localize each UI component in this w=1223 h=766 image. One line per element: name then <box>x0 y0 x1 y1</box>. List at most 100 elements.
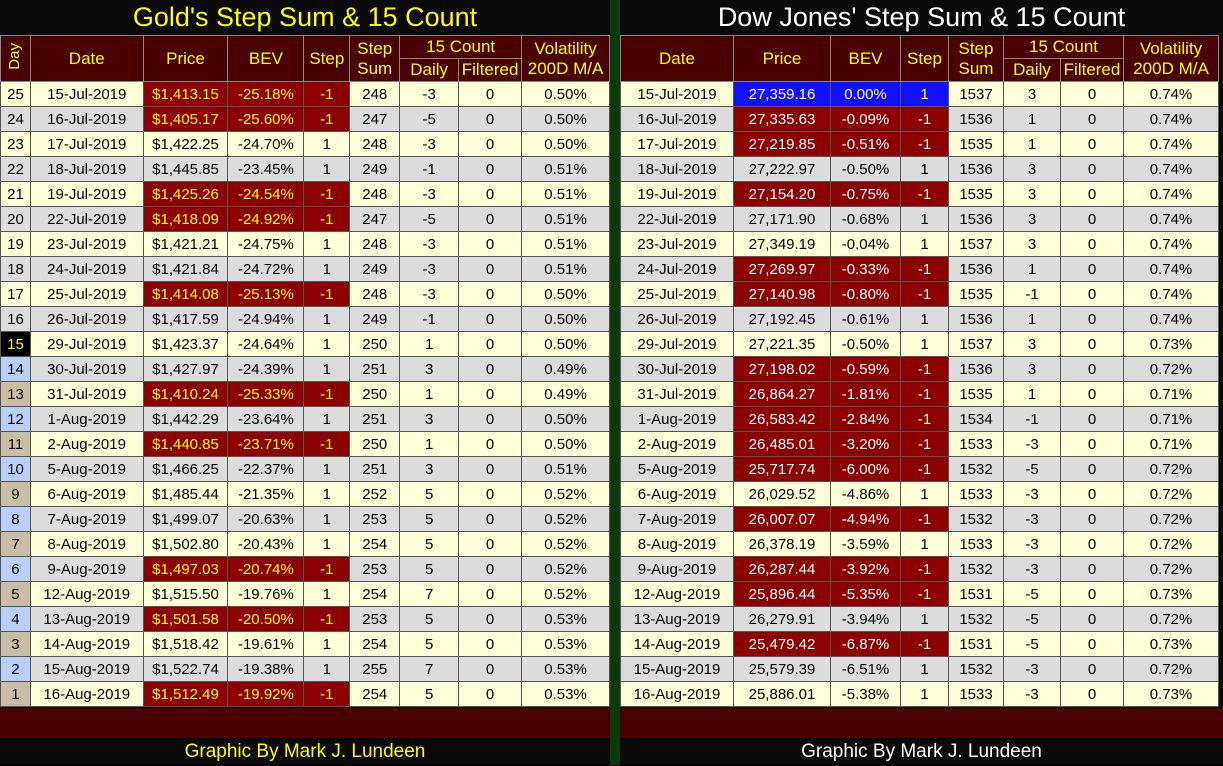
cell-step: -1 <box>900 381 949 407</box>
cell-filtered: 0 <box>1060 481 1124 507</box>
cell-step: 1 <box>900 156 949 182</box>
cell-step-sum: 251 <box>349 356 401 382</box>
cell-price: 25,717.74 <box>733 456 831 482</box>
cell-step-sum: 248 <box>349 231 401 257</box>
cell-step: 1 <box>303 331 351 357</box>
cell-step-sum: 1535 <box>948 381 1004 407</box>
cell-filtered: 0 <box>458 156 523 182</box>
cell-volatility: 0.74% <box>1123 206 1219 232</box>
cell-step-sum: 1537 <box>948 331 1004 357</box>
cell-date: 12-Aug-2019 <box>29 581 144 607</box>
cell-step: -1 <box>900 456 949 482</box>
cell-bev: -0.33% <box>830 256 901 282</box>
cell-volatility: 0.50% <box>521 306 610 332</box>
cell-day: 15 <box>0 331 31 357</box>
cell-daily: -5 <box>1003 581 1061 607</box>
cell-filtered: 0 <box>1060 181 1124 207</box>
cell-daily: -3 <box>1003 656 1061 682</box>
cell-volatility: 0.74% <box>1123 231 1219 257</box>
table-row: 7-Aug-2019 26,007.07 -4.94% -1 1532 -3 0 0.72% <box>620 506 1219 532</box>
cell-date: 15-Aug-2019 <box>620 656 734 682</box>
cell-date: 22-Jul-2019 <box>29 206 144 232</box>
cell-filtered: 0 <box>458 106 523 132</box>
cell-price: 27,192.45 <box>733 306 831 332</box>
cell-filtered: 0 <box>458 656 523 682</box>
table-row: 21 19-Jul-2019 $1,425.26 -24.54% -1 248 -3 0 0.5… <box>0 181 610 207</box>
table-row: 11 2-Aug-2019 $1,440.85 -23.71% -1 250 1 0 0.50% <box>0 431 610 457</box>
cell-step: 1 <box>900 231 949 257</box>
cell-step-sum: 1536 <box>948 156 1004 182</box>
table-row: 3 14-Aug-2019 $1,518.42 -19.61% 1 254 5 0 0.53% <box>0 631 610 657</box>
cell-price: $1,445.85 <box>142 156 229 182</box>
cell-filtered: 0 <box>1060 156 1124 182</box>
cell-step: 1 <box>303 631 351 657</box>
cell-date: 15-Jul-2019 <box>620 81 734 107</box>
cell-price: 25,479.42 <box>733 631 831 657</box>
cell-daily: -3 <box>1003 531 1061 557</box>
cell-step-sum: 1531 <box>948 581 1004 607</box>
cell-volatility: 0.50% <box>521 431 610 457</box>
cell-price: 26,007.07 <box>733 506 831 532</box>
cell-date: 23-Jul-2019 <box>29 231 144 257</box>
cell-step: -1 <box>900 506 949 532</box>
cell-date: 23-Jul-2019 <box>620 231 734 257</box>
cell-volatility: 0.71% <box>1123 431 1219 457</box>
cell-daily: -1 <box>399 306 460 332</box>
table-row: 15-Jul-2019 27,359.16 0.00% 1 1537 3 0 0.74% <box>620 81 1219 107</box>
cell-filtered: 0 <box>458 431 523 457</box>
cell-volatility: 0.50% <box>521 106 610 132</box>
cell-step-sum: 1532 <box>948 456 1004 482</box>
cell-volatility: 0.50% <box>521 81 610 107</box>
cell-volatility: 0.72% <box>1123 606 1219 632</box>
cell-filtered: 0 <box>458 506 523 532</box>
table-row: 13 31-Jul-2019 $1,410.24 -25.33% -1 250 1 0 0.49… <box>0 381 610 407</box>
cell-date: 2-Aug-2019 <box>620 431 734 457</box>
gold-title: Gold's Step Sum & 15 Count <box>132 2 478 32</box>
cell-step: -1 <box>900 356 949 382</box>
cell-bev: -24.64% <box>227 331 305 357</box>
cell-step: 1 <box>900 481 949 507</box>
cell-filtered: 0 <box>1060 456 1124 482</box>
cell-step-sum: 254 <box>349 531 401 557</box>
cell-date: 16-Jul-2019 <box>620 106 734 132</box>
cell-step-sum: 253 <box>349 556 401 582</box>
table-row: 12-Aug-2019 25,896.44 -5.35% -1 1531 -5 0 0.73% <box>620 581 1219 607</box>
cell-volatility: 0.50% <box>521 406 610 432</box>
table-row: 14-Aug-2019 25,479.42 -6.87% -1 1531 -5 0 0.73% <box>620 631 1219 657</box>
cell-volatility: 0.50% <box>521 331 610 357</box>
cell-date: 7-Aug-2019 <box>29 506 144 532</box>
cell-bev: -24.72% <box>227 256 305 282</box>
cell-date: 13-Aug-2019 <box>620 606 734 632</box>
cell-bev: -0.51% <box>830 131 901 157</box>
cell-step: 1 <box>900 331 949 357</box>
gold-table: Day Date Price BEV Step Step Sum 15 Coun… <box>0 35 610 707</box>
cell-daily: -5 <box>399 106 460 132</box>
cell-filtered: 0 <box>458 256 523 282</box>
cell-daily: -3 <box>1003 556 1061 582</box>
table-row: 6-Aug-2019 26,029.52 -4.86% 1 1533 -3 0 0.72% <box>620 481 1219 507</box>
table-row: 23-Jul-2019 27,349.19 -0.04% 1 1537 3 0 0.74% <box>620 231 1219 257</box>
cell-step: 1 <box>303 506 351 532</box>
cell-step-sum: 255 <box>349 656 401 682</box>
cell-step-sum: 249 <box>349 256 401 282</box>
cell-day: 20 <box>0 206 31 232</box>
cell-daily: -3 <box>399 131 460 157</box>
header-step-sum: Step Sum <box>349 35 401 82</box>
cell-step: -1 <box>303 681 351 707</box>
table-row: 9-Aug-2019 26,287.44 -3.92% -1 1532 -3 0 0.72% <box>620 556 1219 582</box>
cell-daily: -1 <box>1003 406 1061 432</box>
cell-date: 12-Aug-2019 <box>620 581 734 607</box>
table-row: 4 13-Aug-2019 $1,501.58 -20.50% -1 253 5 0 0.53% <box>0 606 610 632</box>
cell-day: 3 <box>0 631 31 657</box>
dow-table: Date Price BEV Step Step Sum 15 Count Vo… <box>620 35 1219 707</box>
table-row: 2 15-Aug-2019 $1,522.74 -19.38% 1 255 7 0 0.53% <box>0 656 610 682</box>
cell-price: $1,522.74 <box>142 656 229 682</box>
cell-daily: 3 <box>399 356 460 382</box>
cell-date: 1-Aug-2019 <box>620 406 734 432</box>
cell-date: 9-Aug-2019 <box>29 556 144 582</box>
table-row: 8 7-Aug-2019 $1,499.07 -20.63% 1 253 5 0 0.52% <box>0 506 610 532</box>
cell-daily: 3 <box>399 456 460 482</box>
cell-filtered: 0 <box>1060 631 1124 657</box>
cell-bev: -6.87% <box>830 631 901 657</box>
table-row: 16-Aug-2019 25,886.01 -5.38% 1 1533 -3 0 0.73% <box>620 681 1219 707</box>
